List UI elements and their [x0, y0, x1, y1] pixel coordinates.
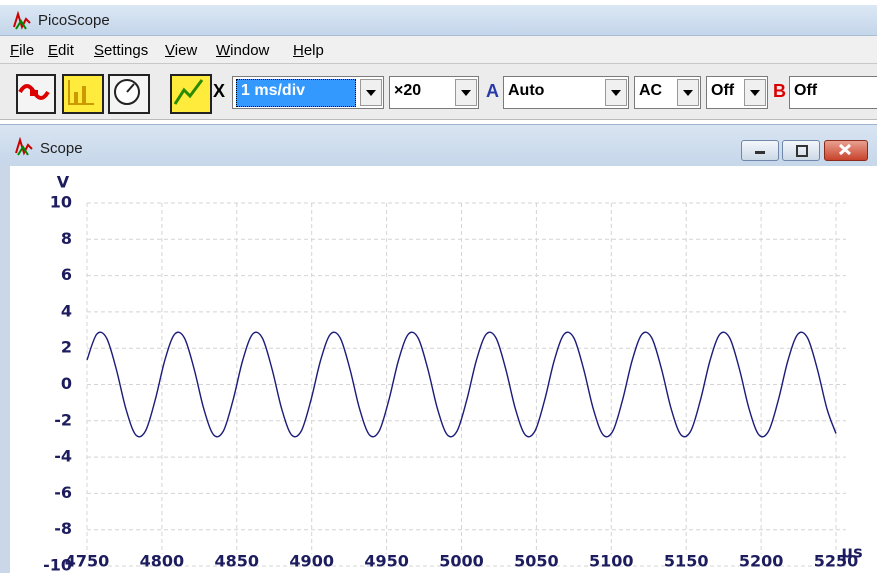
offset-dropdown[interactable]: Off: [706, 76, 768, 109]
window-border: [0, 165, 10, 573]
y-tick-label: -10: [43, 556, 72, 573]
y-tick-label: 4: [61, 301, 72, 320]
meter-button[interactable]: [108, 74, 150, 114]
menu-item[interactable]: View: [165, 42, 198, 59]
scope-title: Scope: [40, 140, 83, 157]
x-tick-label: 5250: [814, 552, 859, 571]
x-tick-label: 5050: [514, 552, 559, 571]
menu-bar: File Edit Settings View Window Help: [0, 36, 877, 64]
title-bar: PicoScope: [0, 5, 877, 36]
coupling-value: AC: [639, 82, 663, 99]
menu-item[interactable]: Edit: [48, 42, 74, 59]
channel-a-label: A: [486, 81, 499, 101]
y-tick-label: -4: [54, 447, 72, 466]
scope-icon: [15, 137, 33, 156]
x-tick-label: 4850: [215, 552, 260, 571]
channel-b-label: B: [773, 81, 786, 101]
toolbar: X 1 ms/div ×20 A Auto AC Off B Off: [0, 64, 877, 120]
trace-button[interactable]: [170, 74, 212, 114]
zoom-dropdown[interactable]: ×20: [389, 76, 479, 109]
coupling-dropdown[interactable]: AC: [634, 76, 701, 109]
channel-b-range-value: Off: [794, 82, 818, 99]
channel-a-range-dropdown[interactable]: Auto: [503, 76, 629, 109]
x-tick-label: 4800: [140, 552, 185, 571]
y-tick-label: -6: [54, 483, 72, 502]
x-tick-label: 5150: [664, 552, 709, 571]
timebase-value: 1 ms/div: [236, 79, 356, 107]
y-tick-label: 10: [50, 193, 72, 212]
minimize-button[interactable]: [741, 140, 779, 161]
y-tick-label: -2: [54, 410, 72, 429]
x-tick-label: 5100: [589, 552, 634, 571]
menu-item[interactable]: Window: [216, 42, 270, 59]
spectrum-button[interactable]: [62, 74, 104, 114]
scope-button[interactable]: [16, 74, 56, 114]
waveform: [86, 331, 837, 438]
menu-item[interactable]: File: [10, 42, 35, 59]
y-unit: V: [57, 173, 70, 192]
window-title: PicoScope: [38, 12, 110, 29]
scope-title-bar: Scope: [0, 124, 877, 166]
channel-b-range-dropdown[interactable]: Off: [789, 76, 877, 109]
close-button[interactable]: [824, 140, 868, 161]
channel-a-range-value: Auto: [508, 82, 545, 99]
y-tick-label: 6: [61, 265, 72, 284]
app-icon: [13, 11, 31, 30]
menu-item[interactable]: Settings: [94, 42, 149, 59]
y-tick-label: 2: [61, 338, 72, 357]
menu-item[interactable]: Help: [293, 42, 324, 59]
y-tick-label: 0: [61, 374, 72, 393]
offset-value: Off: [711, 82, 735, 99]
timebase-dropdown[interactable]: 1 ms/div: [232, 76, 384, 109]
zoom-value: ×20: [394, 82, 422, 99]
restore-button[interactable]: [782, 140, 820, 161]
x-tick-label: 4950: [364, 552, 409, 571]
x-tick-label: 5200: [739, 552, 784, 571]
x-tick-label: 4750: [65, 552, 110, 571]
x-unit: µs: [841, 543, 862, 562]
scope-plot: V µs -10 -8 -6 -4 -2 0 2 4 6 8 10 4750 4800 4850 4900 4…: [43, 173, 863, 573]
y-tick-label: -8: [54, 519, 72, 538]
y-tick-label: 8: [61, 229, 72, 248]
x-tick-label: 5000: [439, 552, 484, 571]
x-label: X: [213, 81, 226, 101]
x-tick-label: 4900: [289, 552, 334, 571]
